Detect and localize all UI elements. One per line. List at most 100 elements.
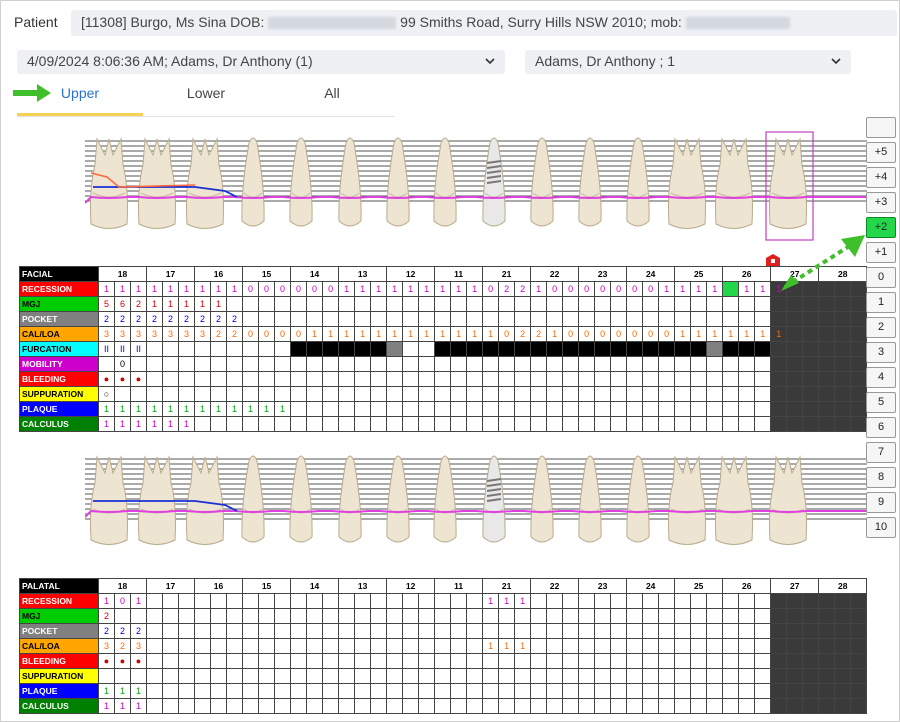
- chart-cell[interactable]: [546, 653, 564, 669]
- chart-cell[interactable]: [466, 296, 484, 312]
- chart-cell[interactable]: [594, 311, 612, 327]
- chart-cell[interactable]: [354, 698, 372, 714]
- chart-cell[interactable]: [626, 608, 644, 624]
- chart-cell[interactable]: [498, 311, 516, 327]
- chart-cell[interactable]: 0: [594, 281, 612, 297]
- chart-cell[interactable]: [354, 311, 372, 327]
- chart-cell[interactable]: [434, 698, 452, 714]
- chart-cell[interactable]: [466, 371, 484, 387]
- chart-cell[interactable]: [754, 698, 772, 714]
- chart-cell[interactable]: [450, 698, 468, 714]
- chart-cell[interactable]: [786, 416, 804, 432]
- chart-cell[interactable]: [98, 356, 115, 372]
- chart-cell[interactable]: [514, 386, 532, 402]
- chart-cell[interactable]: 1: [482, 593, 500, 609]
- chart-cell[interactable]: 1: [114, 416, 131, 432]
- chart-cell[interactable]: [530, 341, 548, 357]
- chart-cell[interactable]: 1: [466, 326, 484, 342]
- chart-cell[interactable]: [146, 356, 164, 372]
- chart-cell[interactable]: [370, 416, 388, 432]
- chart-cell[interactable]: [482, 683, 500, 699]
- chart-cell[interactable]: [498, 698, 516, 714]
- chart-cell[interactable]: [386, 623, 404, 639]
- chart-cell[interactable]: [642, 683, 660, 699]
- chart-cell[interactable]: [162, 623, 180, 639]
- chart-cell[interactable]: [642, 623, 660, 639]
- tooth-shape[interactable]: [769, 455, 807, 545]
- chart-cell[interactable]: [146, 371, 164, 387]
- chart-cell[interactable]: [642, 653, 660, 669]
- chart-cell[interactable]: [850, 401, 868, 417]
- chart-cell[interactable]: [754, 416, 772, 432]
- chart-cell[interactable]: 1: [690, 326, 708, 342]
- chart-cell[interactable]: [354, 416, 372, 432]
- chart-cell[interactable]: [258, 416, 276, 432]
- chart-cell[interactable]: 1: [194, 401, 212, 417]
- chart-cell[interactable]: [594, 668, 612, 684]
- tooth-shape[interactable]: [530, 137, 554, 227]
- chart-cell[interactable]: 1: [738, 326, 756, 342]
- chart-cell[interactable]: 0: [626, 281, 644, 297]
- chart-cell[interactable]: [594, 386, 612, 402]
- chart-cell[interactable]: 0: [610, 281, 628, 297]
- chart-cell[interactable]: [370, 608, 388, 624]
- chart-cell[interactable]: [226, 638, 244, 654]
- chart-cell[interactable]: 1: [226, 401, 244, 417]
- chart-cell[interactable]: [802, 593, 820, 609]
- chart-cell[interactable]: [322, 698, 340, 714]
- measure-button[interactable]: 7: [866, 442, 896, 463]
- chart-cell[interactable]: [786, 296, 804, 312]
- chart-cell[interactable]: [402, 638, 420, 654]
- chart-cell[interactable]: 2: [226, 326, 244, 342]
- chart-cell[interactable]: [658, 296, 676, 312]
- chart-cell[interactable]: [658, 371, 676, 387]
- chart-cell[interactable]: [834, 341, 852, 357]
- chart-cell[interactable]: 1: [482, 638, 500, 654]
- chart-cell[interactable]: [274, 416, 292, 432]
- chart-cell[interactable]: [194, 386, 212, 402]
- chart-cell[interactable]: 1: [674, 281, 692, 297]
- chart-cell[interactable]: [434, 683, 452, 699]
- provider-select[interactable]: Adams, Dr Anthony ; 1: [525, 50, 851, 74]
- chart-cell[interactable]: 1: [162, 281, 180, 297]
- chart-cell[interactable]: [834, 311, 852, 327]
- tooth-shape[interactable]: [530, 455, 554, 543]
- chart-cell[interactable]: 1: [274, 401, 292, 417]
- chart-cell[interactable]: [546, 623, 564, 639]
- chart-cell[interactable]: 2: [114, 623, 131, 639]
- chart-cell[interactable]: [274, 653, 292, 669]
- chart-cell[interactable]: [434, 623, 452, 639]
- chart-cell[interactable]: [306, 401, 324, 417]
- chart-cell[interactable]: [274, 668, 292, 684]
- chart-cell[interactable]: [802, 386, 820, 402]
- chart-cell[interactable]: [850, 341, 868, 357]
- chart-cell[interactable]: [242, 638, 260, 654]
- chart-cell[interactable]: [562, 341, 580, 357]
- chart-cell[interactable]: [290, 371, 308, 387]
- chart-cell[interactable]: [258, 638, 276, 654]
- chart-cell[interactable]: 2: [530, 326, 548, 342]
- chart-cell[interactable]: [738, 623, 756, 639]
- chart-cell[interactable]: [530, 386, 548, 402]
- chart-cell[interactable]: [834, 416, 852, 432]
- chart-cell[interactable]: [226, 416, 244, 432]
- tooth-number[interactable]: 22: [530, 266, 580, 282]
- chart-cell[interactable]: [450, 416, 468, 432]
- chart-cell[interactable]: 1: [210, 296, 228, 312]
- chart-cell[interactable]: [690, 356, 708, 372]
- chart-cell[interactable]: [370, 386, 388, 402]
- chart-cell[interactable]: [354, 608, 372, 624]
- chart-cell[interactable]: [818, 401, 836, 417]
- chart-cell[interactable]: [226, 698, 244, 714]
- chart-cell[interactable]: [290, 608, 308, 624]
- chart-cell[interactable]: [258, 683, 276, 699]
- chart-cell[interactable]: [722, 623, 740, 639]
- chart-cell[interactable]: [738, 653, 756, 669]
- chart-cell[interactable]: [146, 698, 164, 714]
- tooth-number[interactable]: 24: [626, 578, 676, 594]
- chart-cell[interactable]: [594, 416, 612, 432]
- chart-cell[interactable]: 0: [642, 326, 660, 342]
- chart-cell[interactable]: 1: [146, 416, 164, 432]
- chart-cell[interactable]: ○: [98, 386, 115, 402]
- chart-cell[interactable]: 2: [498, 281, 516, 297]
